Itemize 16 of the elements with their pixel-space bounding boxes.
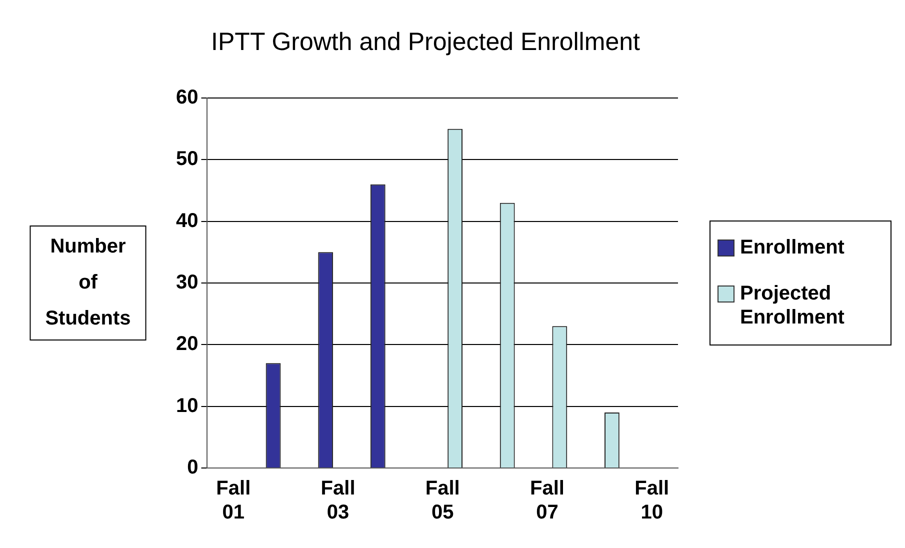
y-tick-label: 50 bbox=[176, 148, 198, 170]
y-tick-label: 0 bbox=[187, 456, 198, 479]
x-tick-label: Fall 03 bbox=[320, 478, 356, 524]
x-tick-label: Fall 01 bbox=[216, 478, 251, 524]
y-tick-label: 40 bbox=[176, 210, 198, 232]
y-tick-label: 30 bbox=[176, 272, 198, 294]
chart-title: IPTT Growth and Projected Enrollment bbox=[211, 28, 640, 56]
legend-label: Projected Enrollment bbox=[740, 282, 845, 329]
legend-label: Enrollment bbox=[740, 236, 845, 259]
x-tick-label: Fall 10 bbox=[634, 478, 670, 524]
x-tick-label: Fall 05 bbox=[425, 478, 460, 524]
y-tick-label: 10 bbox=[176, 394, 198, 417]
y-tick-label: 60 bbox=[176, 86, 198, 109]
x-tick-label: Fall 07 bbox=[530, 478, 564, 524]
y-axis-title: Number of Students bbox=[45, 236, 131, 330]
y-tick-label: 20 bbox=[176, 333, 198, 356]
